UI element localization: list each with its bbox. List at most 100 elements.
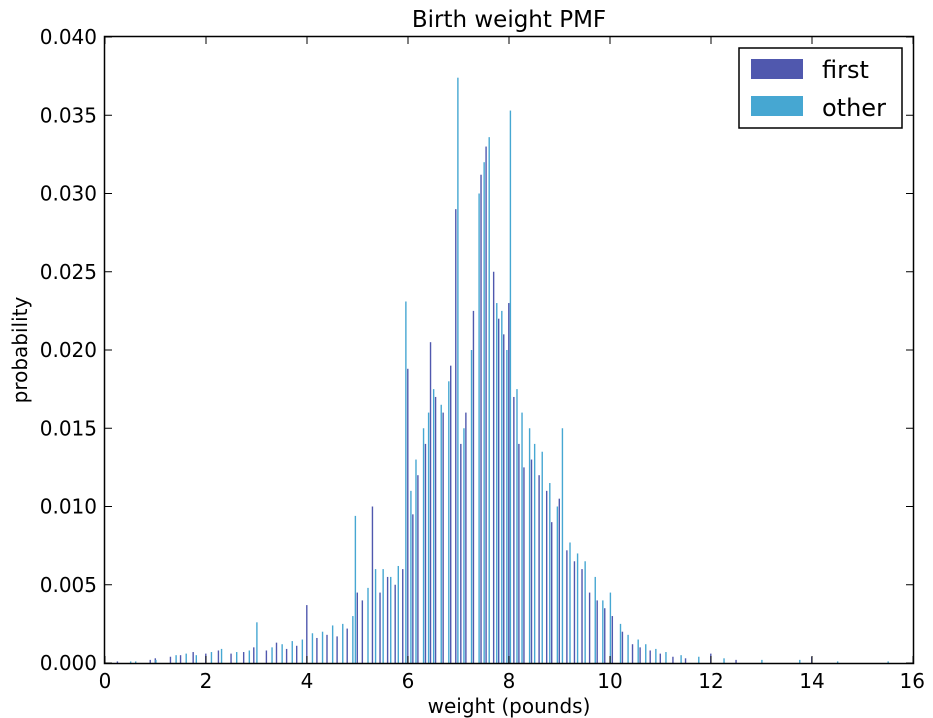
bar-first-29 [417,475,419,663]
bar-other-0 [129,661,132,663]
bar-first-5 [192,652,194,663]
bar-other-63 [665,652,667,663]
x-tick-label-2: 4 [301,669,314,693]
bar-other-64 [680,655,682,663]
bar-first-39 [480,174,482,663]
bar-other-29 [422,428,425,663]
bar-other-8 [236,652,238,663]
bar-other-15 [311,633,314,663]
bar-first-12 [275,642,278,663]
x-tick-label-8: 16 [900,669,925,693]
y-axis-label: probability [8,296,32,403]
bar-other-17 [331,625,334,663]
bar-first-53 [566,550,568,663]
bar-first-41 [492,271,495,663]
bar-first-4 [179,655,182,663]
bar-first-9 [242,652,245,663]
y-tick-label-2: 0.010 [40,495,97,519]
bar-first-21 [361,600,364,663]
bar-other-42 [506,350,508,663]
bar-first-15 [306,605,308,663]
legend-swatch-other [751,96,803,116]
bar-first-33 [442,412,444,663]
bar-first-68 [735,659,737,663]
bar-other-43 [509,110,512,663]
bar-other-9 [248,650,251,663]
bar-other-65 [698,656,700,663]
y-tick-label-8: 0.040 [40,25,97,49]
legend-swatch-first [751,59,803,79]
bar-other-60 [637,639,639,663]
bar-other-55 [594,576,596,663]
bar-other-69 [836,661,839,663]
bar-first-55 [581,569,583,663]
bar-other-25 [397,565,399,663]
bar-other-24 [390,576,392,663]
bar-other-33 [448,381,450,663]
bar-first-59 [611,616,614,663]
bar-other-44 [516,389,518,663]
bar-first-54 [573,561,576,663]
bar-first-30 [424,443,427,663]
bar-other-67 [761,659,763,663]
bar-other-4 [185,653,187,663]
bar-first-20 [356,592,358,663]
bar-first-46 [518,443,520,663]
bar-other-41 [501,310,503,664]
bar-first-47 [523,467,525,664]
bar-first-45 [513,396,515,663]
legend-label-other: other [822,94,886,122]
y-tick-label-0: 0.000 [40,651,97,675]
bar-other-18 [342,623,344,664]
bar-other-56 [602,600,604,663]
bar-other-23 [382,569,384,663]
bar-first-8 [230,653,232,663]
x-tick-label-0: 0 [99,669,112,693]
bar-other-38 [483,162,485,663]
bar-first-43 [503,334,505,663]
bar-first-31 [429,342,432,663]
x-axis-ticks: 0 2 4 6 8 10 12 14 16 [99,37,925,693]
bar-first-64 [659,653,661,663]
bar-other-68 [799,659,801,663]
bar-other-20 [354,515,357,663]
bar-other-49 [549,483,551,663]
y-tick-label-3: 0.015 [40,416,97,440]
bar-other-34 [457,77,459,663]
y-tick-label-5: 0.025 [40,260,97,284]
legend: first other [738,47,903,129]
bar-first-10 [253,647,255,663]
bar-first-13 [285,648,288,663]
bar-other-59 [627,634,629,663]
bar-other-19 [352,616,354,663]
bar-first-57 [596,600,598,663]
bar-other-36 [470,350,473,663]
y-tick-label-6: 0.030 [40,182,97,206]
bar-other-27 [410,490,412,663]
y-tick-label-4: 0.020 [40,338,97,362]
bar-first-58 [604,608,606,663]
bar-other-37 [478,193,480,663]
bar-other-16 [321,631,324,663]
bar-first-40 [485,146,487,664]
bar-first-32 [434,396,437,663]
bars-group [116,77,889,664]
bar-first-36 [460,443,462,663]
bar-other-10 [256,622,258,663]
bar-other-46 [528,428,531,663]
bar-first-34 [450,365,452,663]
bar-first-56 [588,592,591,663]
bar-other-2 [155,659,157,663]
bar-other-50 [556,506,559,663]
bar-first-60 [621,631,624,663]
bar-other-28 [415,459,417,663]
bar-first-35 [455,209,457,663]
bar-other-21 [367,587,369,663]
bar-first-37 [465,412,467,663]
bar-first-49 [538,475,540,663]
bar-first-25 [394,584,396,663]
bar-first-62 [639,647,641,663]
x-tick-label-5: 10 [597,669,622,693]
bar-other-66 [723,658,725,663]
bar-other-52 [569,542,571,663]
